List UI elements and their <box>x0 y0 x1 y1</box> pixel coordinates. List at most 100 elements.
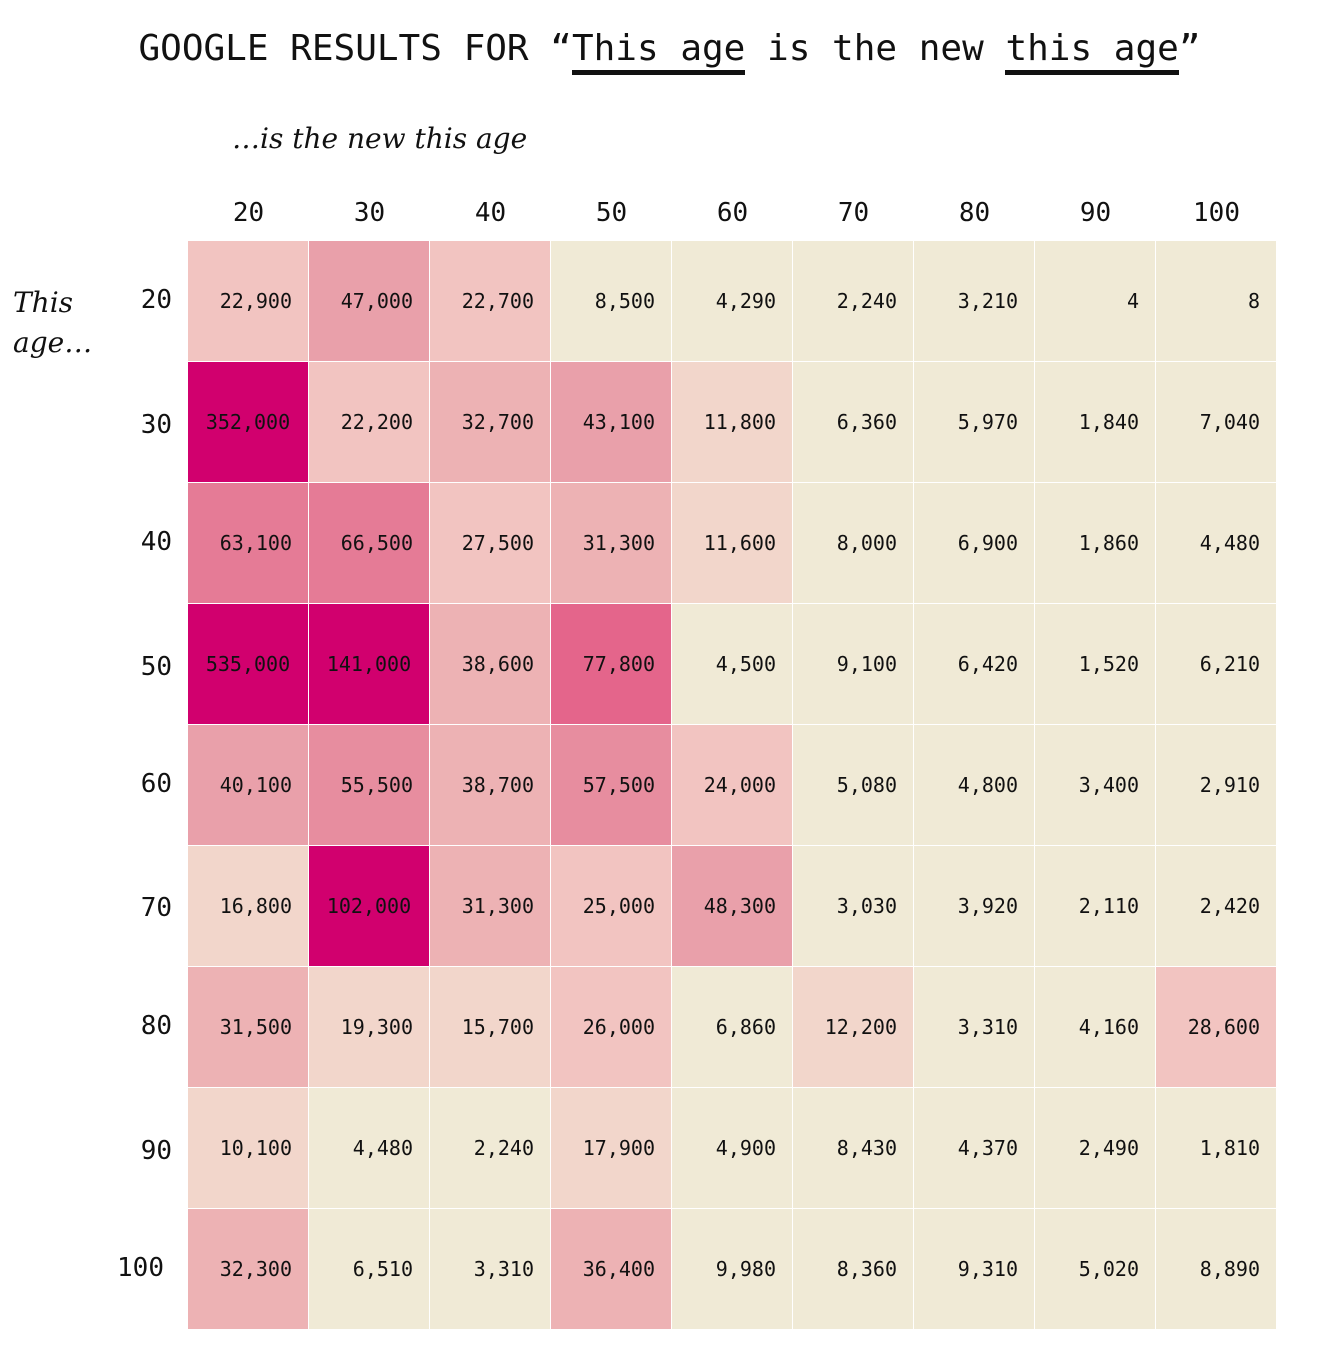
heatmap-cell-label: 5,080 <box>836 773 897 797</box>
heatmap-cell-30-100: 7,040 <box>1156 362 1276 482</box>
heatmap-cell-label: 11,800 <box>703 410 776 434</box>
heatmap-cell-label: 19,300 <box>340 1015 413 1039</box>
heatmap-cell-50-70: 9,100 <box>793 604 913 724</box>
heatmap-cell-label: 2,240 <box>836 289 897 313</box>
heatmap-cell-30-20: 352,000 <box>188 362 308 482</box>
heatmap-cell-label: 26,000 <box>582 1015 655 1039</box>
heatmap-cell-label: 4,800 <box>957 773 1018 797</box>
heatmap-cell-20-70: 2,240 <box>793 241 913 361</box>
heatmap-cell-label: 11,600 <box>703 531 776 555</box>
heatmap-cell-90-60: 4,900 <box>672 1088 792 1208</box>
heatmap-cell-label: 28,600 <box>1187 1015 1260 1039</box>
column-label-100: 100 <box>1193 198 1240 228</box>
heatmap-cell-label: 24,000 <box>703 773 776 797</box>
heatmap-cell-label: 32,700 <box>461 410 534 434</box>
heatmap-cell-label: 6,420 <box>957 652 1018 676</box>
heatmap-cell-label: 8,890 <box>1199 1257 1260 1281</box>
heatmap-cell-20-20: 22,900 <box>188 241 308 361</box>
heatmap-cell-label: 8,360 <box>836 1257 897 1281</box>
heatmap-cell-50-30: 141,000 <box>309 604 429 724</box>
heatmap-cell-label: 1,520 <box>1078 652 1139 676</box>
heatmap-cell-40-30: 66,500 <box>309 483 429 603</box>
heatmap-cell-label: 2,110 <box>1078 894 1139 918</box>
heatmap-cell-40-80: 6,900 <box>914 483 1034 603</box>
heatmap-cell-90-70: 8,430 <box>793 1088 913 1208</box>
heatmap-cell-label: 32,300 <box>219 1257 292 1281</box>
heatmap-cell-label: 4,900 <box>715 1136 776 1160</box>
heatmap-cell-label: 4,480 <box>1199 531 1260 555</box>
heatmap-cell-label: 141,000 <box>326 652 412 676</box>
heatmap-cell-50-50: 77,800 <box>551 604 671 724</box>
heatmap-cell-label: 15,700 <box>461 1015 534 1039</box>
heatmap-cell-90-40: 2,240 <box>430 1088 550 1208</box>
column-label-90: 90 <box>1079 198 1112 228</box>
heatmap-cell-80-40: 15,700 <box>430 967 550 1087</box>
heatmap-cell-20-90: 4 <box>1035 241 1155 361</box>
heatmap-cell-90-80: 4,370 <box>914 1088 1034 1208</box>
heatmap-cell-label: 31,300 <box>582 531 655 555</box>
heatmap-cell-label: 66,500 <box>340 531 413 555</box>
heatmap-cell-label: 4 <box>1126 289 1139 313</box>
heatmap-cell-50-90: 1,520 <box>1035 604 1155 724</box>
heatmap-cell-70-20: 16,800 <box>188 846 308 966</box>
heatmap-cell-label: 6,210 <box>1199 652 1260 676</box>
heatmap-cell-60-40: 38,700 <box>430 725 550 845</box>
heatmap-cell-label: 2,240 <box>473 1136 534 1160</box>
heatmap-cell-30-30: 22,200 <box>309 362 429 482</box>
heatmap-cell-label: 3,400 <box>1078 773 1139 797</box>
heatmap-cell-label: 8,430 <box>836 1136 897 1160</box>
title-underlined-this-age-2: this age <box>1005 28 1179 75</box>
column-label-40: 40 <box>474 198 507 228</box>
heatmap-cell-100-50: 36,400 <box>551 1209 671 1329</box>
heatmap-cell-label: 3,030 <box>836 894 897 918</box>
heatmap-cell-label: 7,040 <box>1199 410 1260 434</box>
heatmap-cell-30-80: 5,970 <box>914 362 1034 482</box>
heatmap-cell-label: 5,020 <box>1078 1257 1139 1281</box>
heatmap-cell-60-90: 3,400 <box>1035 725 1155 845</box>
heatmap-cell-label: 77,800 <box>582 652 655 676</box>
heatmap-cell-80-20: 31,500 <box>188 967 308 1087</box>
heatmap-cell-label: 22,900 <box>219 289 292 313</box>
heatmap-cell-60-30: 55,500 <box>309 725 429 845</box>
heatmap-cell-70-100: 2,420 <box>1156 846 1276 966</box>
heatmap-cell-80-100: 28,600 <box>1156 967 1276 1087</box>
heatmap-cell-30-70: 6,360 <box>793 362 913 482</box>
heatmap-cell-label: 8,000 <box>836 531 897 555</box>
heatmap-cell-label: 38,700 <box>461 773 534 797</box>
heatmap-cell-100-20: 32,300 <box>188 1209 308 1329</box>
heatmap-cell-label: 4,500 <box>715 652 776 676</box>
heatmap-cell-20-30: 47,000 <box>309 241 429 361</box>
heatmap-cell-label: 9,310 <box>957 1257 1018 1281</box>
heatmap-cell-label: 4,290 <box>715 289 776 313</box>
column-label-30: 30 <box>353 198 386 228</box>
heatmap-cell-100-70: 8,360 <box>793 1209 913 1329</box>
heatmap-cell-60-20: 40,100 <box>188 725 308 845</box>
row-label-80: 80 <box>140 1011 172 1041</box>
row-axis-caption-line2: age… <box>13 326 93 359</box>
heatmap-cell-label: 2,420 <box>1199 894 1260 918</box>
heatmap-cell-30-90: 1,840 <box>1035 362 1155 482</box>
heatmap-cell-70-60: 48,300 <box>672 846 792 966</box>
heatmap-cell-60-70: 5,080 <box>793 725 913 845</box>
heatmap-cell-40-70: 8,000 <box>793 483 913 603</box>
heatmap-cell-label: 3,210 <box>957 289 1018 313</box>
heatmap-cell-label: 9,980 <box>715 1257 776 1281</box>
heatmap-cell-label: 6,510 <box>352 1257 413 1281</box>
heatmap-cell-80-60: 6,860 <box>672 967 792 1087</box>
row-label-40: 40 <box>140 527 172 557</box>
heatmap-cell-label: 38,600 <box>461 652 534 676</box>
heatmap-cell-label: 10,100 <box>219 1136 292 1160</box>
heatmap-cell-20-80: 3,210 <box>914 241 1034 361</box>
heatmap-cell-label: 2,490 <box>1078 1136 1139 1160</box>
row-label-60: 60 <box>140 769 172 799</box>
heatmap-cell-label: 17,900 <box>582 1136 655 1160</box>
heatmap-cell-90-50: 17,900 <box>551 1088 671 1208</box>
heatmap-cell-label: 2,910 <box>1199 773 1260 797</box>
heatmap-cell-80-30: 19,300 <box>309 967 429 1087</box>
heatmap-cell-label: 3,310 <box>473 1257 534 1281</box>
heatmap-cell-20-40: 22,700 <box>430 241 550 361</box>
heatmap-cell-60-80: 4,800 <box>914 725 1034 845</box>
heatmap-cell-60-60: 24,000 <box>672 725 792 845</box>
row-label-50: 50 <box>140 652 172 682</box>
heatmap-cell-70-70: 3,030 <box>793 846 913 966</box>
